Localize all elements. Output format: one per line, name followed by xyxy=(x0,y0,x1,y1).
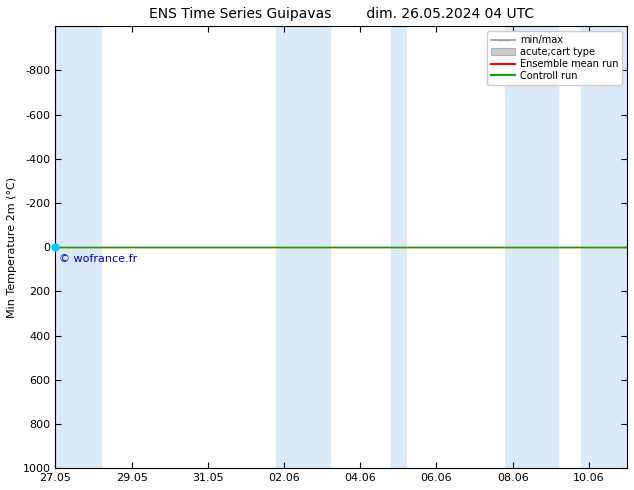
Title: ENS Time Series Guipavas        dim. 26.05.2024 04 UTC: ENS Time Series Guipavas dim. 26.05.2024… xyxy=(148,7,534,21)
Bar xyxy=(505,26,559,468)
Y-axis label: Min Temperature 2m (°C): Min Temperature 2m (°C) xyxy=(7,177,17,318)
Bar xyxy=(391,26,406,468)
Bar xyxy=(55,26,101,468)
Text: © wofrance.fr: © wofrance.fr xyxy=(59,254,138,264)
Bar xyxy=(581,26,627,468)
Bar xyxy=(276,26,330,468)
Legend: min/max, acute;cart type, Ensemble mean run, Controll run: min/max, acute;cart type, Ensemble mean … xyxy=(487,31,622,85)
